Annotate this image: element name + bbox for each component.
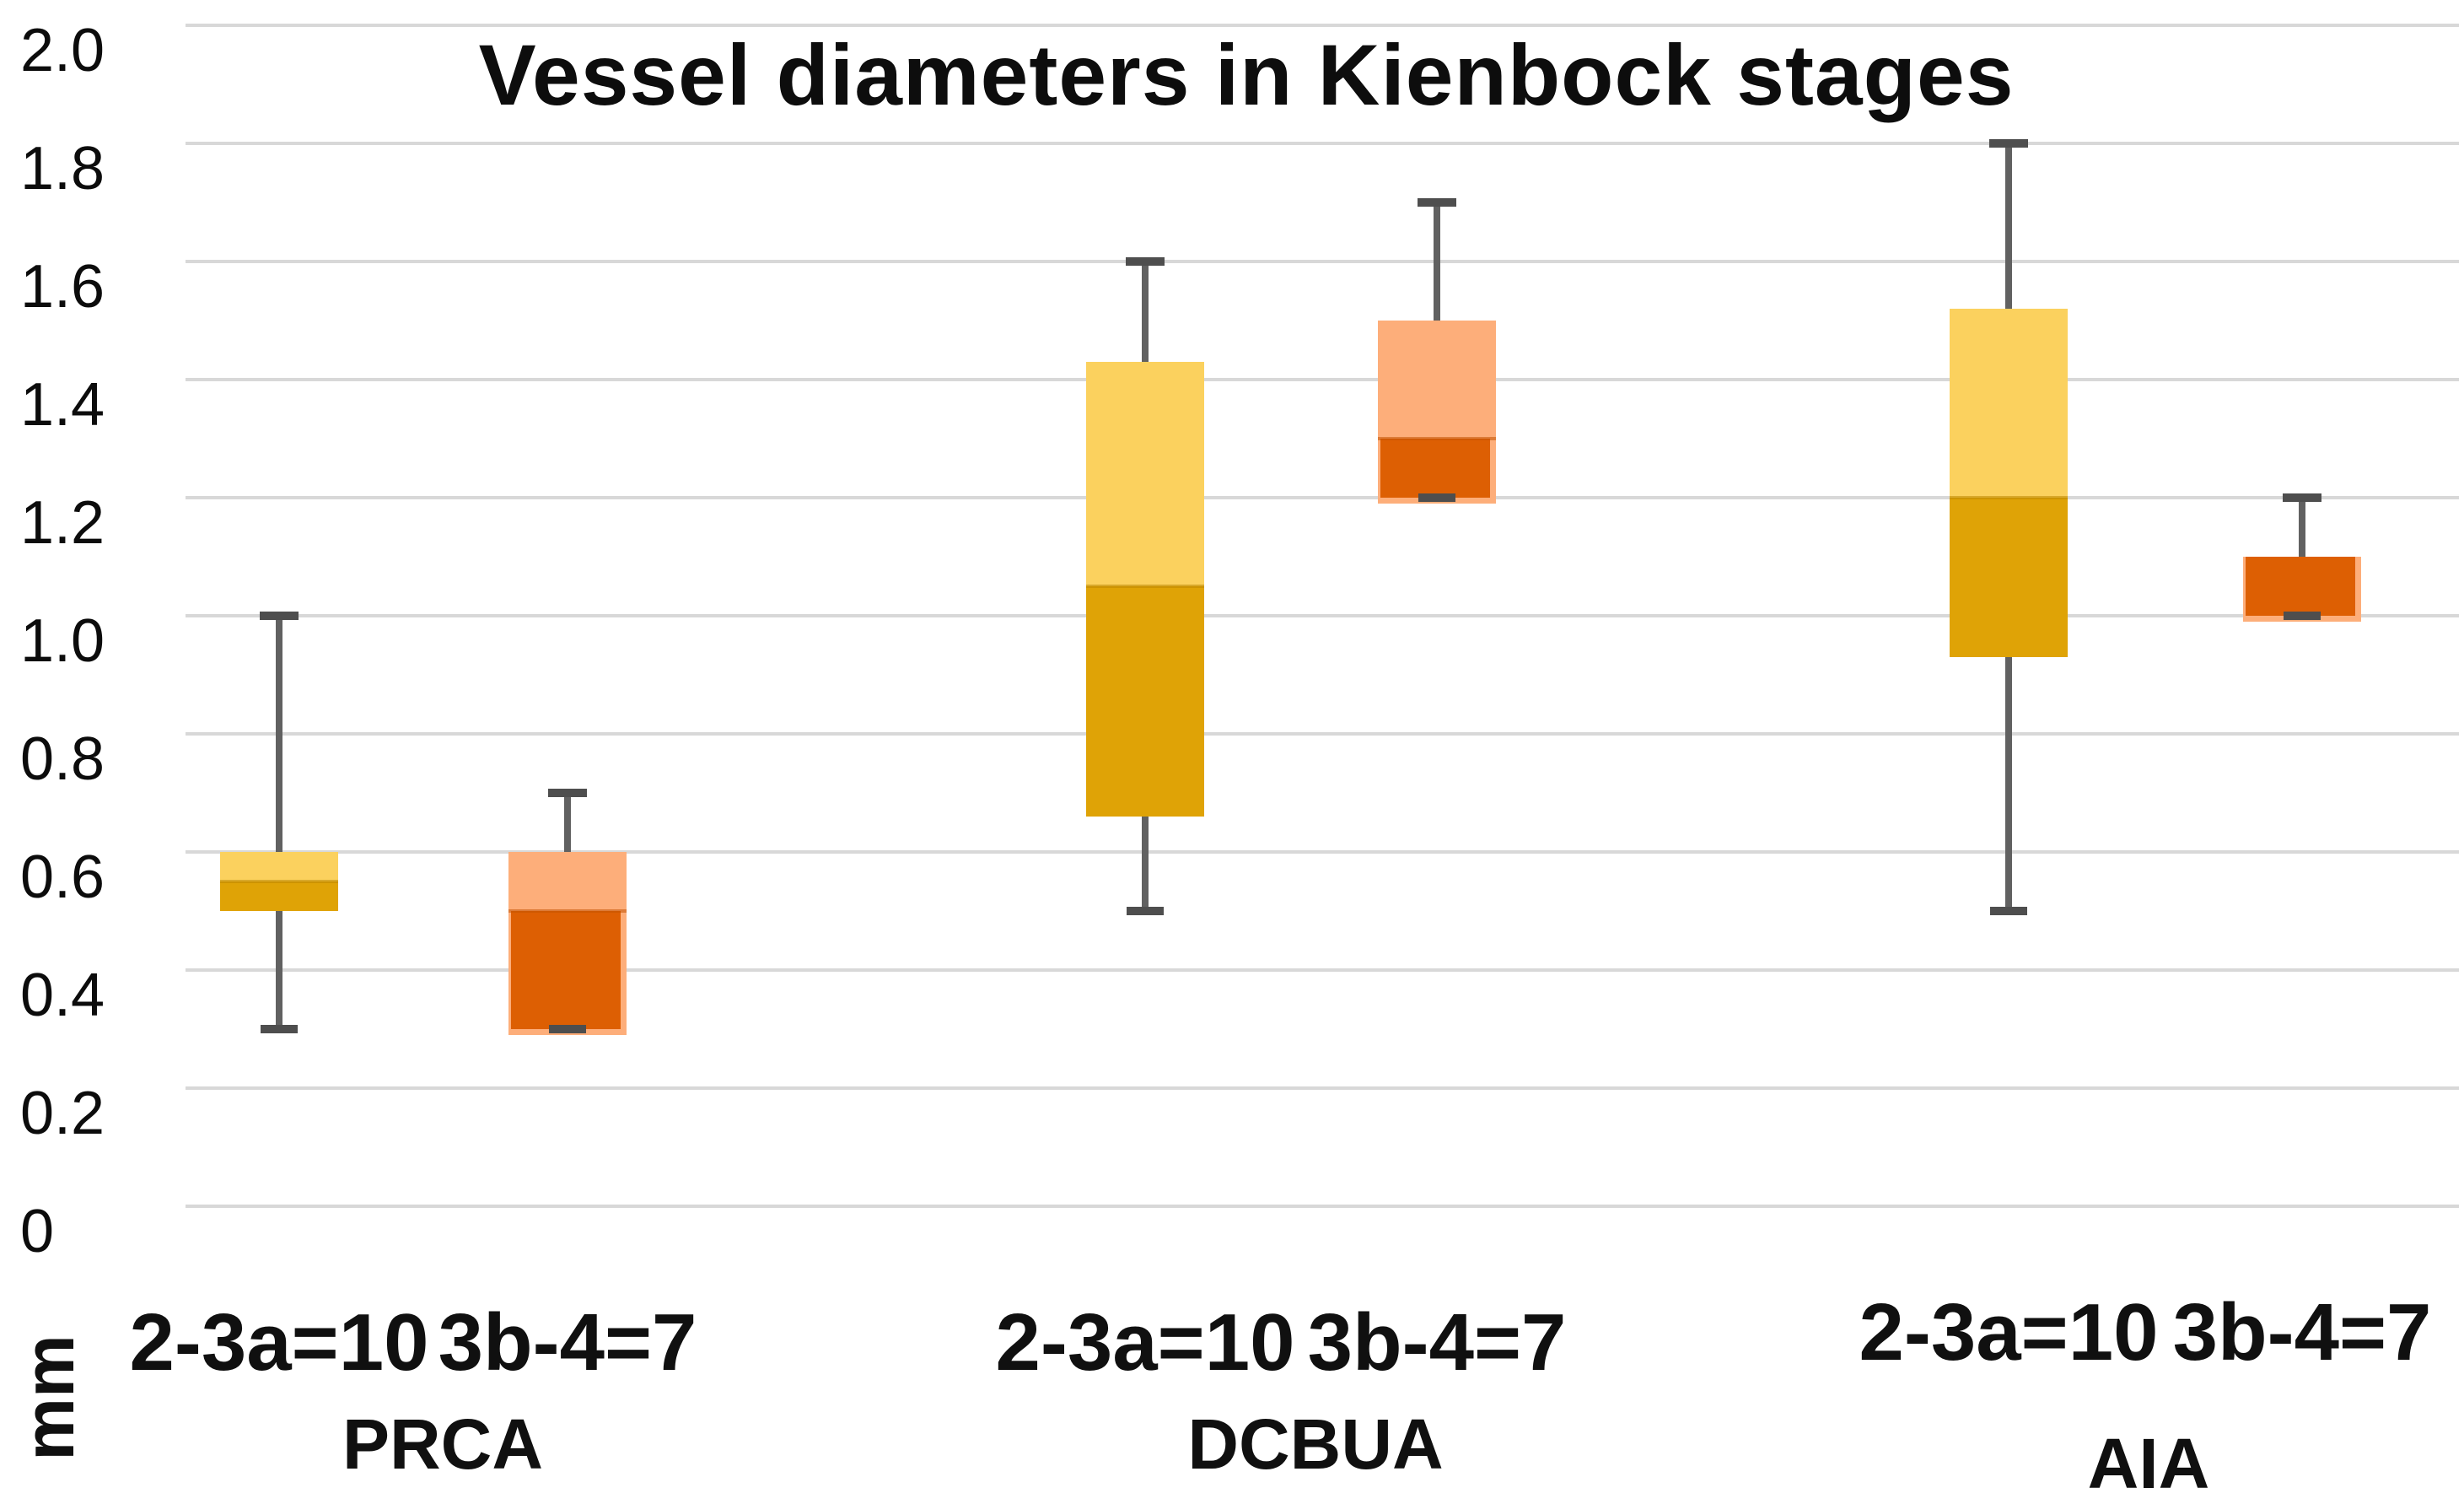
whisker-upper-line — [1434, 202, 1440, 323]
gridline — [186, 732, 2459, 736]
y-tick-label: 1.2 — [20, 489, 105, 557]
y-tick-label: 2.0 — [20, 17, 105, 84]
box-upper-quartile-segment — [508, 852, 627, 911]
box-upper-quartile-segment — [220, 852, 338, 881]
whisker-lower-line — [1142, 814, 1149, 911]
chart-title: Vessel diameters in Kienbock stages — [478, 27, 2015, 123]
box-upper-quartile-segment — [1950, 309, 2068, 498]
box-median-divider — [220, 880, 338, 883]
whisker-min-cap — [1127, 907, 1164, 915]
whisker-min-cap — [261, 1025, 298, 1033]
whisker-upper-line — [276, 616, 282, 854]
whisker-min-cap — [549, 1025, 586, 1033]
y-axis-unit-label: mm — [9, 1334, 89, 1461]
gridline — [186, 968, 2459, 972]
whisker-max-cap — [1418, 198, 1456, 207]
box-lower-quartile-segment — [2246, 557, 2355, 616]
box-lower-quartile-segment — [220, 881, 338, 911]
whisker-max-cap — [1126, 257, 1165, 266]
x-tick-label: 2-3a=10 — [995, 1297, 1295, 1388]
y-tick-label: 0.6 — [20, 844, 105, 911]
y-tick-label: 1.6 — [20, 253, 105, 321]
gridline — [186, 1086, 2459, 1090]
y-tick-label: 0.8 — [20, 725, 105, 793]
y-tick-label: 1.8 — [20, 135, 105, 202]
box-lower-quartile-segment — [1086, 586, 1204, 817]
whisker-upper-line — [2005, 143, 2012, 311]
box-upper-quartile-segment — [1378, 321, 1496, 439]
whisker-max-cap — [260, 612, 299, 620]
x-tick-label: 3b-4=7 — [1307, 1297, 1567, 1388]
gridline — [186, 260, 2459, 263]
box-lower-quartile-segment — [511, 911, 621, 1029]
x-tick-label: 2-3a=10 — [129, 1297, 429, 1388]
box-upper-quartile-segment — [1086, 362, 1204, 586]
box-lower-quartile-segment — [1950, 498, 2068, 657]
whisker-lower-line — [2005, 655, 2012, 911]
x-tick-label: 3b-4=7 — [2172, 1287, 2432, 1377]
gridline — [186, 614, 2459, 617]
x-group-label: DCBUA — [1187, 1404, 1444, 1484]
box-median-divider — [508, 909, 627, 913]
y-tick-label: 1.0 — [20, 607, 105, 675]
whisker-max-cap — [1989, 139, 2028, 148]
gridline — [186, 1205, 2459, 1208]
y-tick-label: 0.2 — [20, 1080, 105, 1147]
gridline — [186, 496, 2459, 499]
box-median-divider — [1950, 496, 2068, 499]
gridline — [186, 142, 2459, 145]
whisker-max-cap — [2283, 493, 2321, 502]
x-group-label: AIA — [2087, 1424, 2210, 1503]
gridline — [186, 850, 2459, 854]
box-lower-quartile-segment — [1380, 439, 1490, 498]
y-tick-label: 1.4 — [20, 371, 105, 439]
box-median-divider — [1378, 437, 1496, 440]
y-tick-label: 0 — [20, 1198, 55, 1265]
x-tick-label: 2-3a=10 — [1859, 1287, 2159, 1377]
x-tick-label: 3b-4=7 — [438, 1297, 697, 1388]
box-median-divider — [1086, 585, 1204, 588]
whisker-max-cap — [548, 789, 587, 797]
gridline — [186, 378, 2459, 381]
x-group-label: PRCA — [342, 1404, 544, 1484]
whisker-min-cap — [1418, 493, 1455, 502]
whisker-upper-line — [564, 793, 571, 854]
y-tick-label: 0.4 — [20, 962, 105, 1029]
whisker-min-cap — [1990, 907, 2027, 915]
whisker-lower-line — [276, 908, 282, 1029]
whisker-upper-line — [1142, 261, 1149, 364]
whisker-upper-line — [2299, 498, 2305, 559]
gridline — [186, 24, 2459, 27]
whisker-min-cap — [2284, 612, 2321, 620]
